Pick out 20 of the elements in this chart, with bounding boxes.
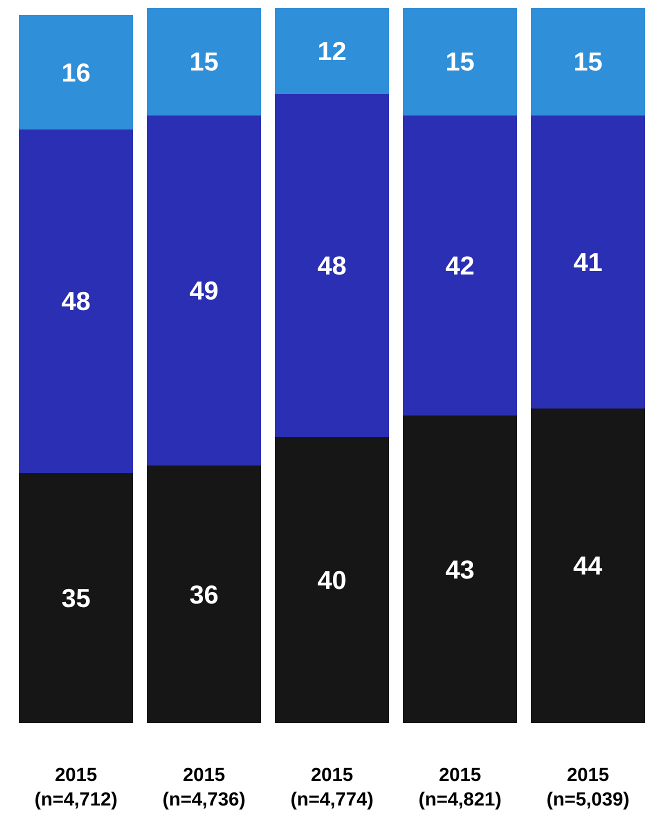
- data-label: 48: [318, 250, 346, 280]
- data-label: 41: [574, 246, 602, 277]
- data-label: 15: [574, 46, 602, 77]
- data-label: 48: [62, 286, 90, 316]
- data-label: 16: [62, 57, 90, 88]
- data-label: 15: [446, 46, 474, 77]
- data-label: 44: [573, 550, 603, 581]
- x-tick-label: 2015 (n=4,821): [418, 765, 502, 811]
- data-label: 36: [190, 579, 218, 610]
- data-label: 12: [318, 36, 346, 66]
- data-label: 43: [446, 554, 474, 584]
- data-label: 42: [446, 250, 474, 280]
- data-label: 49: [190, 275, 218, 306]
- data-label: 40: [318, 565, 346, 595]
- x-tick-label: 2015 (n=4,736): [162, 765, 246, 811]
- data-label: 15: [190, 46, 218, 77]
- x-tick-label: 2015 (n=5,039): [546, 765, 630, 811]
- x-tick-label: 2015 (n=4,712): [34, 765, 118, 811]
- data-label: 35: [62, 582, 90, 613]
- x-tick-label: 2015 (n=4,774): [290, 765, 374, 811]
